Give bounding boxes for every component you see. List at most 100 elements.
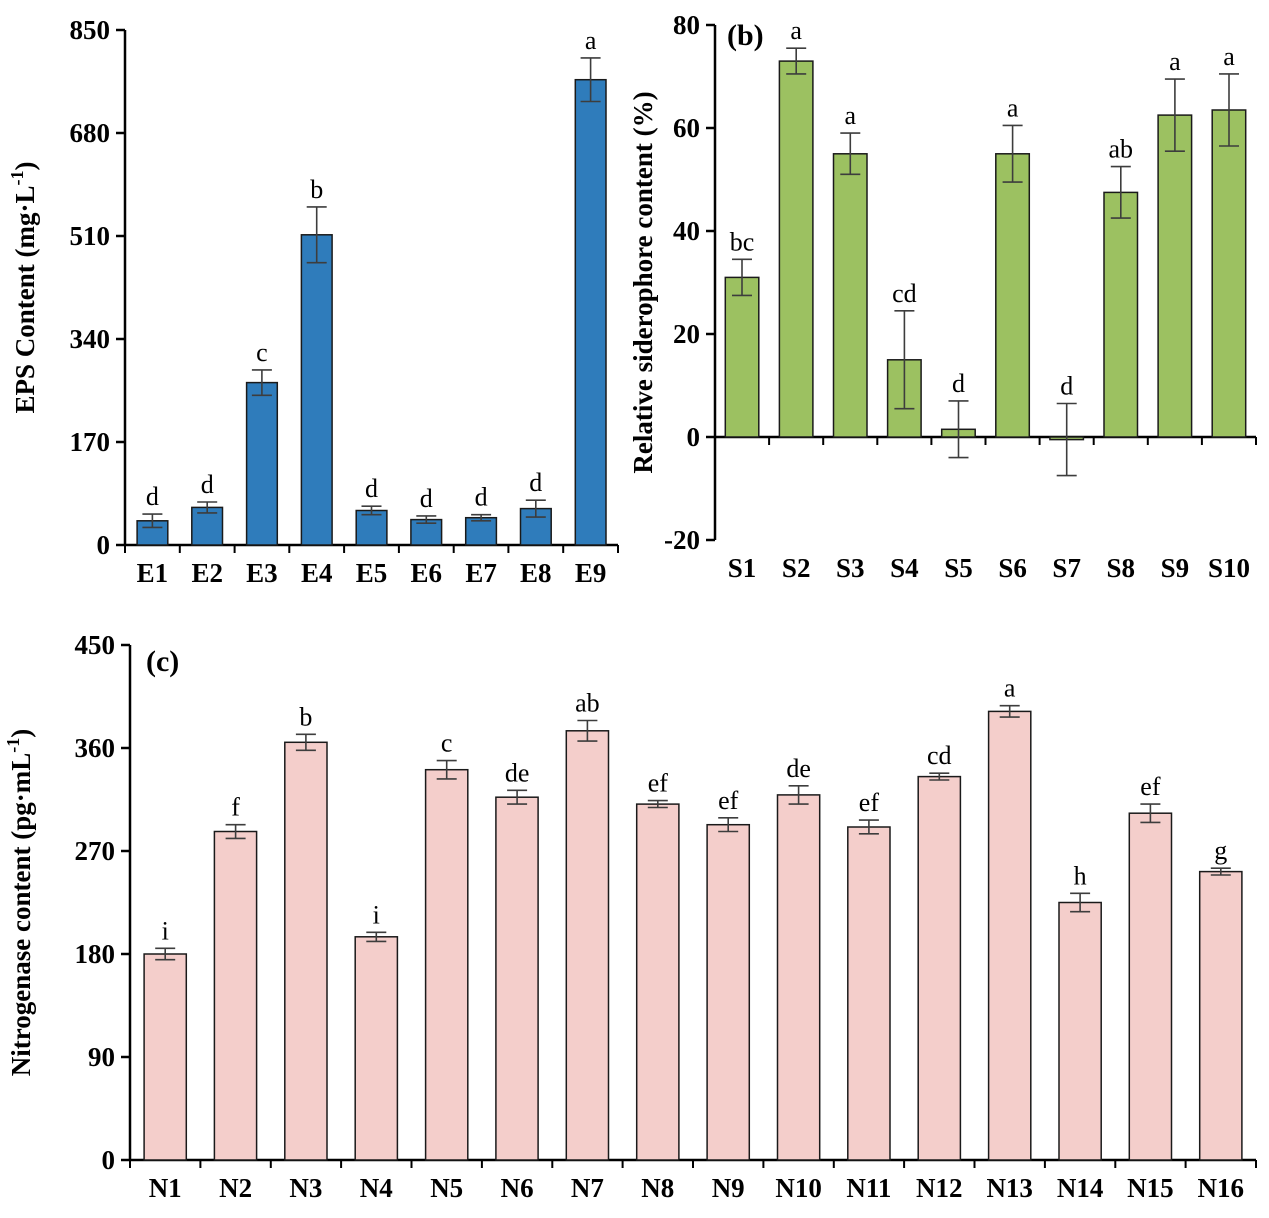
error-bar-E2 xyxy=(197,501,218,514)
x-category-E3: E3 xyxy=(246,558,278,588)
error-bar-S1 xyxy=(732,258,752,297)
chart-siderophore-content: -20 0 20 40 60 80 bc S1 a S2 a S3 cd S4 d S5 a S6 d S7 ab S8 a… xyxy=(630,10,1257,583)
sig-letter-E2: d xyxy=(201,470,214,499)
sig-letter-N3: b xyxy=(299,702,312,731)
x-category-N7: N7 xyxy=(571,1173,604,1203)
bar-N13 xyxy=(987,710,1032,1161)
bar-E9 xyxy=(574,78,607,546)
error-bar-E5 xyxy=(361,505,382,516)
sig-letter-N1: i xyxy=(162,916,169,945)
bar-N3 xyxy=(284,741,328,1161)
x-category-N6: N6 xyxy=(501,1173,534,1203)
error-bar-S8 xyxy=(1110,165,1131,219)
y-tick-label: 0 xyxy=(97,530,111,560)
sig-letter-N7: ab xyxy=(575,689,600,718)
bar-S9 xyxy=(1157,114,1193,438)
error-bar-E8 xyxy=(525,499,546,518)
chart-nitrogenase-content: 0 90 180 270 360 450 i N1 f N2 b N3 i N4 c N5 de N6 ab N7 ef… xyxy=(3,630,1257,1203)
error-bar-N11 xyxy=(858,819,879,835)
y-axis-label-a: EPS Content (mg·L-1) xyxy=(7,161,40,413)
y-tick-label: 0 xyxy=(102,1145,116,1175)
sig-letter-E1: d xyxy=(146,482,159,511)
bar-N7 xyxy=(565,730,610,1161)
x-category-N4: N4 xyxy=(360,1173,393,1203)
x-category-N2: N2 xyxy=(219,1173,252,1203)
sig-letter-S4: cd xyxy=(892,279,917,308)
x-category-E5: E5 xyxy=(356,558,388,588)
y-tick-label: 180 xyxy=(75,939,116,969)
x-category-E2: E2 xyxy=(191,558,223,588)
x-category-E7: E7 xyxy=(465,558,497,588)
error-bar-N6 xyxy=(507,789,528,805)
sig-letter-S2: a xyxy=(790,16,802,45)
y-tick-label: 340 xyxy=(70,324,111,354)
x-category-S6: S6 xyxy=(998,553,1027,583)
sig-letter-N13: a xyxy=(1004,674,1016,703)
y-tick-label: 450 xyxy=(75,630,116,660)
sig-letter-S5: d xyxy=(952,369,965,398)
error-bar-N8 xyxy=(647,799,668,809)
bar-S6 xyxy=(995,153,1031,438)
bar-N5 xyxy=(424,768,469,1161)
bar-S10 xyxy=(1211,109,1247,438)
x-category-N15: N15 xyxy=(1127,1173,1174,1203)
error-bar-E4 xyxy=(306,206,327,264)
y-tick-label: 40 xyxy=(673,216,700,246)
bar-N10 xyxy=(776,794,821,1161)
sig-letter-E8: d xyxy=(529,468,542,497)
error-bar-N16 xyxy=(1210,867,1231,876)
sig-letter-N5: c xyxy=(441,729,453,758)
error-bar-S4 xyxy=(894,309,915,410)
bar-S2 xyxy=(778,60,814,438)
bar-S3 xyxy=(832,153,868,438)
bar-N12 xyxy=(917,775,962,1161)
bar-N4 xyxy=(354,936,399,1161)
error-bar-S5 xyxy=(948,400,969,459)
x-category-S7: S7 xyxy=(1052,553,1081,583)
bar-E8 xyxy=(519,507,552,546)
error-bar-E1 xyxy=(142,513,163,529)
sig-letter-N6: de xyxy=(505,758,530,787)
y-tick-label: 170 xyxy=(70,427,111,457)
error-bar-E3 xyxy=(251,369,272,397)
bar-N11 xyxy=(847,826,891,1161)
sig-letter-N14: h xyxy=(1074,861,1087,890)
error-bar-E9 xyxy=(580,57,601,103)
sig-letter-E3: c xyxy=(256,338,268,367)
x-category-N1: N1 xyxy=(149,1173,182,1203)
x-category-S8: S8 xyxy=(1107,553,1136,583)
error-bar-N14 xyxy=(1070,892,1091,913)
bar-N1 xyxy=(143,953,188,1161)
x-category-N14: N14 xyxy=(1057,1173,1104,1203)
x-category-E8: E8 xyxy=(520,558,552,588)
error-bar-N3 xyxy=(295,733,316,752)
bar-N8 xyxy=(635,803,680,1161)
sig-letter-S6: a xyxy=(1007,93,1019,122)
bar-E7 xyxy=(464,516,498,546)
x-category-N11: N11 xyxy=(846,1173,891,1203)
y-axis-label-b: Relative siderophore content (%) xyxy=(630,91,658,473)
y-tick-label: 850 xyxy=(70,15,111,45)
error-bar-N1 xyxy=(155,947,176,961)
x-category-S5: S5 xyxy=(944,553,973,583)
error-bar-N10 xyxy=(788,785,809,805)
bar-N15 xyxy=(1128,812,1173,1161)
error-bar-S2 xyxy=(786,47,807,75)
sig-letter-N12: cd xyxy=(927,741,952,770)
error-bar-S3 xyxy=(840,132,861,176)
x-category-N8: N8 xyxy=(641,1173,674,1203)
x-category-S1: S1 xyxy=(728,553,757,583)
y-tick-label: 680 xyxy=(70,118,111,148)
x-category-E4: E4 xyxy=(301,558,333,588)
x-category-S3: S3 xyxy=(836,553,865,583)
x-category-S4: S4 xyxy=(890,553,919,583)
y-tick-label: 0 xyxy=(687,422,701,452)
y-axis-label-c: Nitrogenase content (pg·mL-1) xyxy=(3,729,36,1076)
x-category-N9: N9 xyxy=(712,1173,745,1203)
y-tick-label: 360 xyxy=(75,733,116,763)
sig-letter-N4: i xyxy=(373,900,380,929)
y-tick-label: 80 xyxy=(673,10,700,40)
error-bar-S6 xyxy=(1002,124,1023,183)
y-tick-label: 60 xyxy=(673,113,700,143)
x-category-E1: E1 xyxy=(137,558,169,588)
